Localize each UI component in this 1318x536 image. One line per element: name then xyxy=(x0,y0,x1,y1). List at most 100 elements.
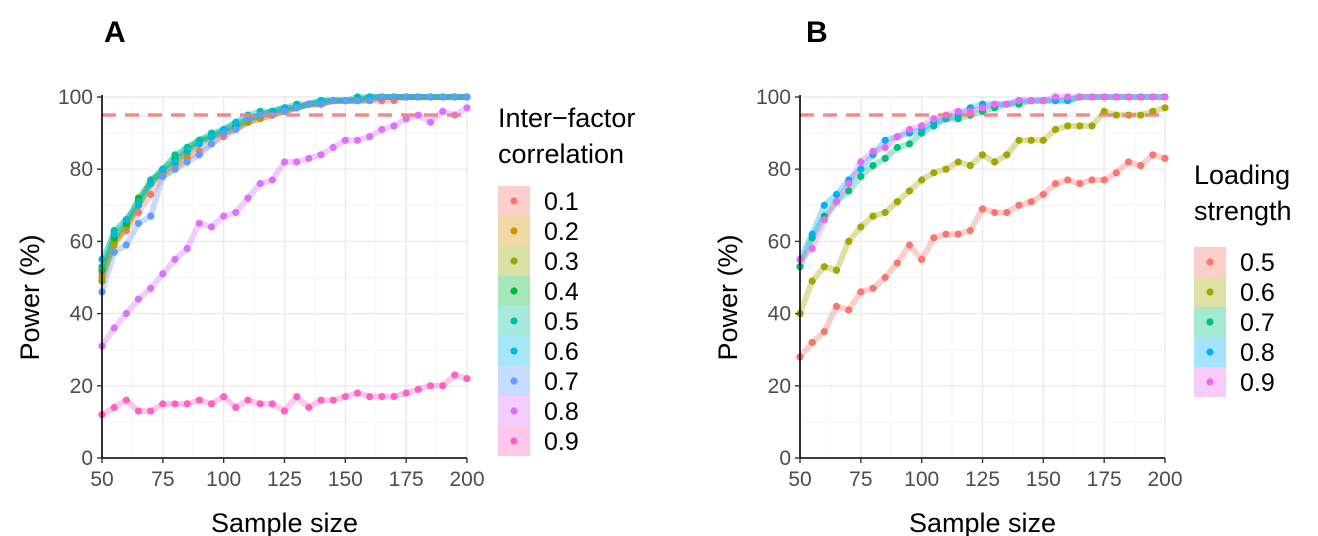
data-point xyxy=(1027,198,1035,206)
data-point xyxy=(881,273,889,282)
data-point xyxy=(978,151,987,159)
data-point xyxy=(341,393,349,401)
data-point xyxy=(1137,111,1145,119)
data-point xyxy=(1076,93,1084,101)
data-point xyxy=(147,180,155,188)
data-point xyxy=(893,198,901,206)
data-point xyxy=(1051,180,1060,188)
x-tick-label: 50 xyxy=(788,468,811,491)
legend-key-point xyxy=(510,377,518,385)
data-point xyxy=(159,172,167,180)
data-point xyxy=(893,133,901,141)
data-point xyxy=(244,115,252,123)
data-point xyxy=(1161,93,1169,101)
data-point xyxy=(122,310,130,318)
data-point xyxy=(134,208,143,217)
series-points xyxy=(796,93,1169,361)
data-point xyxy=(134,219,143,227)
panel-label: B xyxy=(806,16,828,49)
data-point xyxy=(954,158,962,166)
data-point xyxy=(207,133,216,141)
legend-label: 0.6 xyxy=(544,338,579,366)
data-point xyxy=(329,396,337,404)
data-point xyxy=(414,111,422,119)
data-point xyxy=(857,288,865,296)
data-point xyxy=(426,93,435,101)
y-tick-label: 80 xyxy=(768,158,791,181)
data-point xyxy=(1064,176,1072,184)
panel-a: A 50 75 100 125 150 175 200 0 20 40 60 80 100 Sample s… xyxy=(15,16,635,536)
data-point xyxy=(966,227,974,235)
data-point xyxy=(1137,162,1145,170)
data-point xyxy=(930,115,938,123)
data-point xyxy=(378,125,386,134)
data-point xyxy=(232,208,240,217)
data-point xyxy=(893,143,901,152)
data-point xyxy=(207,400,216,408)
data-point xyxy=(305,403,313,412)
data-point xyxy=(293,158,301,166)
x-axis-title: Sample size xyxy=(211,508,358,536)
data-point xyxy=(1076,122,1084,130)
legend-key-point xyxy=(1206,288,1214,296)
y-tick-label: 20 xyxy=(768,375,791,398)
data-point xyxy=(280,107,289,115)
data-point xyxy=(1039,136,1047,144)
x-tick-label: 150 xyxy=(1026,468,1061,491)
legend-key-point xyxy=(510,197,518,205)
data-point xyxy=(244,396,252,404)
data-point xyxy=(329,97,337,105)
data-point xyxy=(832,266,841,274)
y-tick-label: 100 xyxy=(756,86,791,109)
data-point xyxy=(147,284,155,292)
data-point xyxy=(930,169,938,177)
data-point xyxy=(207,140,216,148)
data-point xyxy=(966,107,974,115)
data-point xyxy=(451,371,459,379)
data-point xyxy=(905,140,914,148)
data-point xyxy=(268,176,276,184)
data-point xyxy=(317,100,325,108)
data-point xyxy=(1003,208,1011,217)
data-point xyxy=(1064,93,1072,101)
data-point xyxy=(808,338,816,347)
data-point xyxy=(147,212,155,220)
data-point xyxy=(171,165,179,173)
data-point xyxy=(402,115,410,123)
data-point xyxy=(820,216,828,224)
data-point xyxy=(808,245,816,253)
legend-title: Loading xyxy=(1194,160,1290,190)
data-point xyxy=(893,259,901,267)
y-tick-label: 60 xyxy=(70,230,93,253)
data-point xyxy=(353,136,362,144)
data-point xyxy=(991,208,999,217)
data-point xyxy=(905,241,914,249)
data-point xyxy=(390,93,398,101)
data-point xyxy=(353,389,362,397)
data-point xyxy=(159,270,167,278)
x-tick-label: 125 xyxy=(965,468,1000,491)
legend-key-point xyxy=(510,317,518,325)
data-point xyxy=(463,375,471,383)
data-point xyxy=(171,255,179,263)
data-point xyxy=(195,140,203,148)
data-point xyxy=(1003,151,1011,159)
data-point xyxy=(1161,104,1169,112)
legend-label: 0.4 xyxy=(544,278,579,306)
y-axis-title: Power (%) xyxy=(15,234,45,360)
data-point xyxy=(869,147,877,155)
data-point xyxy=(390,393,398,401)
data-point xyxy=(820,263,828,271)
legend-label: 0.7 xyxy=(544,368,579,396)
data-point xyxy=(857,172,865,180)
data-point xyxy=(341,136,349,144)
data-point xyxy=(366,133,374,141)
x-tick-label: 75 xyxy=(849,468,872,491)
legend-label: 0.1 xyxy=(544,188,579,216)
data-point xyxy=(256,180,264,188)
data-point xyxy=(930,234,938,242)
data-point xyxy=(220,212,228,220)
data-point xyxy=(110,324,118,332)
data-point xyxy=(942,165,950,173)
